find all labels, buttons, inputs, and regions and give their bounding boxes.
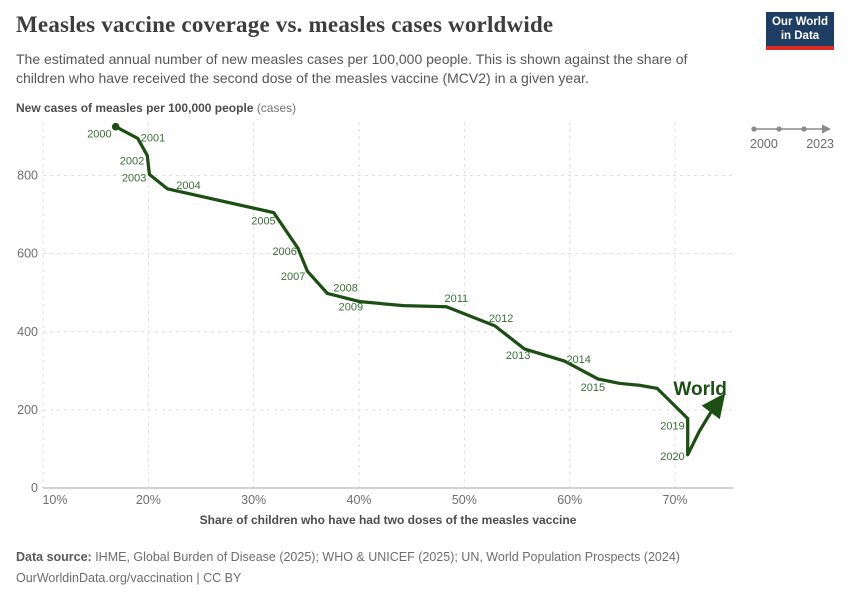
year-label: 2008 (333, 282, 357, 294)
owid-logo[interactable]: Our World in Data (766, 12, 834, 50)
y-tick-label: 800 (17, 169, 38, 183)
timeline-track-icon[interactable] (750, 122, 834, 136)
timeline-dot[interactable] (751, 126, 757, 132)
year-label: 2004 (176, 180, 200, 192)
timeline-scrubber[interactable]: 2000 2023 (750, 122, 834, 151)
y-tick-label: 200 (17, 403, 38, 417)
y-axis-unit-label: New cases of measles per 100,000 people … (16, 101, 296, 115)
year-label: 2011 (444, 293, 468, 305)
data-source-text: IHME, Global Burden of Disease (2025); W… (91, 550, 680, 564)
timeline-dot[interactable] (801, 126, 807, 132)
page-title: Measles vaccine coverage vs. measles cas… (16, 12, 554, 37)
year-label: 2005 (251, 216, 275, 228)
year-label: 2007 (281, 271, 305, 283)
year-label: 2002 (120, 156, 144, 168)
chart-subtitle: The estimated annual number of new measl… (16, 51, 688, 87)
x-tick-label: 40% (347, 493, 372, 507)
y-tick-label: 400 (17, 325, 38, 339)
year-label: 2001 (141, 132, 165, 144)
series-start-dot (111, 122, 120, 131)
year-label: 2013 (506, 350, 530, 362)
x-tick-label: 50% (452, 493, 477, 507)
year-label: 2012 (489, 313, 513, 325)
timeline-dot[interactable] (776, 126, 782, 132)
year-label: 2015 (581, 382, 605, 394)
timeline-start-year[interactable]: 2000 (750, 137, 778, 151)
x-axis-title: Share of children who have had two doses… (199, 513, 577, 527)
chart-footer: Data source: IHME, Global Burden of Dise… (16, 547, 680, 588)
timeline-end-year[interactable]: 2023 (806, 137, 834, 151)
attribution-line[interactable]: OurWorldinData.org/vaccination | CC BY (16, 570, 242, 585)
y-tick-label: 0 (31, 481, 38, 495)
x-tick-label: 20% (136, 493, 161, 507)
y-axis-unit-bold: New cases of measles per 100,000 people (16, 101, 254, 115)
year-label: 2003 (122, 172, 146, 184)
year-label: 2000 (87, 129, 111, 141)
world-series-line[interactable] (114, 125, 726, 457)
data-source-label: Data source: (16, 550, 92, 564)
x-tick-label: 30% (241, 493, 266, 507)
year-label: 2009 (339, 302, 363, 314)
y-axis-unit-note: (cases) (256, 101, 297, 115)
owid-logo-line2: in Data (780, 30, 820, 42)
x-tick-label: 70% (663, 493, 688, 507)
owid-logo-line1: Our World (771, 15, 828, 28)
year-label: 2014 (566, 354, 590, 366)
data-source-line: Data source: IHME, Global Burden of Dise… (16, 547, 680, 568)
year-label: 2006 (272, 246, 296, 258)
year-label: 2019 (660, 420, 684, 432)
series-name-label: World (673, 379, 726, 400)
timeline-arrow-icon (822, 124, 831, 134)
year-label: 2020 (660, 451, 684, 463)
x-tick-label: 60% (557, 493, 582, 507)
y-tick-label: 600 (17, 247, 38, 261)
x-tick-label: 10% (42, 493, 67, 507)
